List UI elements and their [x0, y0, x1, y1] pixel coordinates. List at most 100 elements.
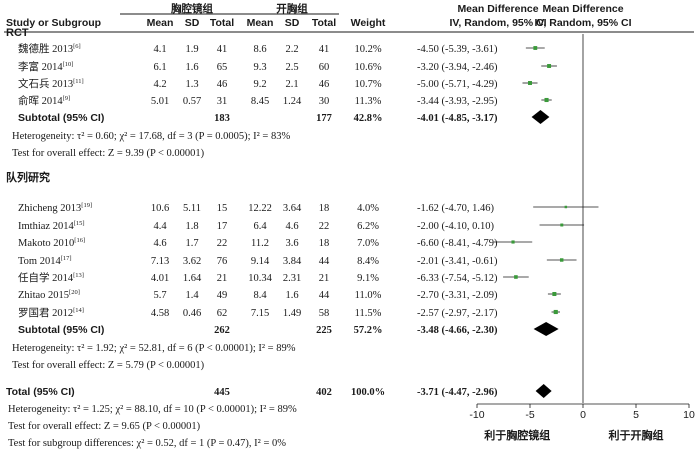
mean1-cell: 10.6	[151, 203, 169, 214]
sd1-cell: 1.7	[185, 238, 198, 249]
mean1-cell: 4.4	[153, 221, 167, 232]
sd1-cell: 1.3	[185, 79, 198, 90]
mean1-cell: 7.13	[151, 256, 169, 267]
x-tick-label: 10	[683, 409, 695, 421]
subtotal-label: Subtotal (95% CI)	[18, 324, 104, 336]
total-total2: 402	[316, 387, 332, 398]
favors-right-label: 利于开胸组	[609, 428, 664, 442]
sd1-cell: 0.46	[183, 308, 201, 319]
effect-marker	[552, 291, 557, 297]
mean2-cell: 8.4	[253, 290, 267, 301]
sd1-cell: 3.62	[183, 256, 201, 267]
mean2-cell: 9.14	[251, 256, 270, 267]
sd2-cell: 1.24	[283, 96, 302, 107]
mean2-header: Mean	[247, 17, 274, 29]
total2-header: Total	[312, 17, 336, 29]
group2-header: 开胸组	[276, 2, 308, 15]
heterogeneity-text: Heterogeneity: τ² = 0.60; χ² = 17.68, df…	[12, 131, 290, 142]
mean2-cell: 8.6	[253, 44, 266, 55]
total1-cell: 22	[217, 238, 228, 249]
x-tick-label: 0	[580, 409, 586, 421]
total-total1: 445	[214, 387, 230, 398]
sd1-cell: 1.6	[185, 62, 198, 73]
ci-cell: -1.62 (-4.70, 1.46)	[417, 203, 494, 214]
sd2-header: SD	[285, 17, 300, 29]
study-header: Study or Subgroup	[6, 17, 101, 29]
sd2-cell: 2.5	[285, 62, 298, 73]
sd1-cell: 1.64	[183, 273, 202, 284]
ci-cell: -6.33 (-7.54, -5.12)	[417, 273, 498, 284]
effect-marker	[559, 258, 564, 262]
footer-text: Heterogeneity: τ² = 1.25; χ² = 88.10, df…	[8, 404, 297, 415]
study-name: Makoto 2010[16]	[18, 237, 85, 249]
total1-cell: 62	[217, 308, 228, 319]
total1-cell: 46	[217, 79, 228, 90]
mean2-cell: 9.2	[253, 79, 266, 90]
md-header: Mean Difference	[457, 3, 538, 15]
sd2-cell: 2.31	[283, 273, 301, 284]
study-name: 魏德胜 2013[6]	[18, 42, 81, 55]
subgroup-label: RCT	[6, 27, 29, 39]
ci-cell: -2.00 (-4.10, 0.10)	[417, 221, 494, 232]
weight-cell: 10.2%	[354, 44, 381, 55]
total1-cell: 17	[217, 221, 228, 232]
footer-text: Test for subgroup differences: χ² = 0.52…	[8, 438, 286, 449]
total1-cell: 15	[217, 203, 228, 214]
sd2-cell: 2.1	[285, 79, 298, 90]
ci-cell: -3.20 (-3.94, -2.46)	[417, 62, 498, 73]
mean1-cell: 6.1	[153, 62, 166, 73]
ci-cell: -3.44 (-3.93, -2.95)	[417, 96, 498, 107]
total1-header: Total	[210, 17, 234, 29]
total1-cell: 21	[217, 273, 228, 284]
study-name: 李富 2014[10]	[18, 60, 73, 73]
mean2-cell: 10.34	[248, 273, 272, 284]
sd2-cell: 1.6	[285, 290, 298, 301]
overall-test-text: Test for overall effect: Z = 9.39 (P < 0…	[12, 148, 205, 159]
total1-cell: 76	[217, 256, 228, 267]
ci-cell: -2.01 (-3.41, -0.61)	[417, 256, 498, 267]
weight-cell: 11.5%	[355, 308, 382, 319]
md-plot-sub-header: IV, Random, 95% CI	[534, 17, 631, 29]
subtotal-ci: -3.48 (-4.66, -2.30)	[417, 325, 498, 336]
mean2-cell: 8.45	[251, 96, 269, 107]
mean1-cell: 5.01	[151, 96, 169, 107]
mean1-cell: 4.01	[151, 273, 169, 284]
effect-marker	[547, 64, 552, 68]
subtotal-total2: 225	[316, 325, 332, 336]
subtotal-total1: 183	[214, 113, 230, 124]
sd1-cell: 1.8	[185, 221, 198, 232]
sd1-cell: 0.57	[183, 96, 201, 107]
subtotal-total2: 177	[316, 113, 332, 124]
group1-header: 胸腔镜组	[171, 2, 213, 15]
effect-marker	[553, 309, 558, 315]
effect-marker	[560, 223, 564, 227]
weight-cell: 9.1%	[357, 273, 379, 284]
heterogeneity-text: Heterogeneity: τ² = 1.92; χ² = 52.81, df…	[12, 343, 296, 354]
subtotal-weight: 57.2%	[354, 325, 383, 336]
subtotal-label: Subtotal (95% CI)	[18, 112, 104, 124]
subtotal-ci: -4.01 (-4.85, -3.17)	[417, 113, 498, 124]
subtotal-total1: 262	[214, 325, 230, 336]
mean2-cell: 7.15	[251, 308, 269, 319]
mean1-cell: 4.1	[153, 44, 166, 55]
favors-left-label: 利于胸腔镜组	[484, 428, 550, 442]
effect-marker	[514, 275, 518, 279]
mean1-cell: 5.7	[153, 290, 166, 301]
ci-cell: -6.60 (-8.41, -4.79)	[417, 238, 498, 249]
total-label: Total (95% CI)	[6, 386, 75, 398]
weight-cell: 6.2%	[357, 221, 379, 232]
weight-cell: 11.0%	[355, 290, 382, 301]
effect-marker	[511, 240, 515, 244]
mean1-cell: 4.58	[151, 308, 169, 319]
study-name: Tom 2014[17]	[18, 255, 72, 267]
weight-header: Weight	[351, 17, 386, 29]
study-name: 罗国君 2012[14]	[18, 307, 84, 319]
study-name: Imthiaz 2014[15]	[18, 220, 85, 232]
x-tick-label: 5	[633, 409, 639, 421]
footer-text: Test for overall effect: Z = 9.65 (P < 0…	[8, 421, 201, 432]
weight-cell: 10.6%	[354, 62, 381, 73]
sd1-cell: 5.11	[183, 203, 201, 214]
weight-cell: 7.0%	[357, 238, 379, 249]
mean1-cell: 4.2	[153, 79, 166, 90]
md-sub-header: IV, Random, 95% CI	[449, 17, 546, 29]
